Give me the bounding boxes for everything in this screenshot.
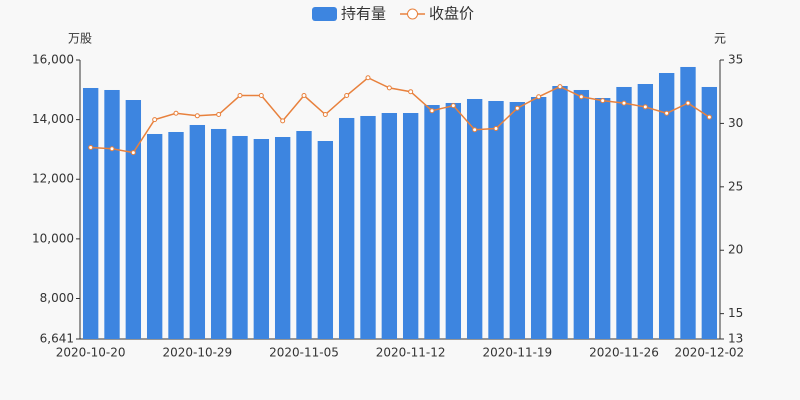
legend: 持有量 收盘价 <box>312 5 474 23</box>
y2-tick-label: 13 <box>728 332 743 346</box>
bar <box>210 128 227 339</box>
line-point <box>130 150 136 156</box>
bar <box>360 115 376 339</box>
line-point <box>322 112 328 118</box>
line-point <box>88 145 94 151</box>
line-point <box>600 98 606 104</box>
line-point <box>173 110 179 116</box>
bar <box>381 113 398 339</box>
line-point <box>301 93 307 99</box>
bar <box>82 87 99 339</box>
x-tick-label: 2020-11-12 <box>376 346 446 360</box>
bar <box>232 135 248 339</box>
x-tick-label: 2020-12-02 <box>674 346 744 360</box>
bar <box>146 133 163 339</box>
y-tick-label: 12,000 <box>32 172 74 186</box>
bar <box>680 66 696 340</box>
line-point <box>408 89 414 95</box>
line-point <box>642 104 648 110</box>
legend-label: 持有量 <box>341 5 386 23</box>
legend-swatch <box>312 7 337 21</box>
bar <box>466 98 483 339</box>
x-tick-label: 2020-10-29 <box>162 346 232 360</box>
bar <box>402 113 419 339</box>
x-tick-label: 2020-11-19 <box>482 346 552 360</box>
legend-label: 收盘价 <box>429 5 474 23</box>
line-point <box>557 84 563 90</box>
bar <box>317 140 334 339</box>
line-point <box>280 118 286 124</box>
line-point <box>152 117 158 123</box>
legend-marker <box>407 8 419 20</box>
legend-item: 收盘价 <box>400 5 474 23</box>
y2-tick-label: 35 <box>728 53 743 67</box>
y2-tick-label: 25 <box>728 179 743 193</box>
bar <box>424 105 440 339</box>
line-point <box>429 108 435 114</box>
y2-tick-label: 30 <box>728 116 743 130</box>
y2-tick-label: 20 <box>728 243 743 257</box>
bar <box>445 102 462 340</box>
legend-item: 持有量 <box>312 5 386 23</box>
bar <box>253 138 270 339</box>
y-tick-label: 10,000 <box>32 231 74 245</box>
line-point <box>685 100 691 106</box>
y-tick-label: 8,000 <box>40 291 74 305</box>
line-point <box>386 85 392 91</box>
line-point <box>706 114 712 120</box>
bar <box>616 86 632 339</box>
line-point <box>450 103 456 109</box>
line-point <box>514 105 520 111</box>
line-point <box>109 146 115 152</box>
x-tick-label: 2020-10-20 <box>56 346 126 360</box>
line <box>90 76 710 154</box>
y2-tick-label: 15 <box>728 306 743 320</box>
bar <box>701 86 718 339</box>
line-point <box>578 94 584 100</box>
line-point <box>621 100 627 106</box>
line-point <box>258 93 264 99</box>
bar <box>296 131 312 339</box>
y-axis-unit: 万股 <box>68 32 92 46</box>
y-tick-label: 6,641 <box>40 332 74 346</box>
bar <box>552 85 568 339</box>
line-point <box>237 93 243 99</box>
bar <box>573 89 590 339</box>
bar <box>488 100 504 339</box>
line-point <box>216 112 222 118</box>
bar <box>658 72 675 339</box>
bar <box>637 83 654 339</box>
bar <box>594 98 611 339</box>
bar <box>168 131 184 339</box>
line-point <box>344 93 350 99</box>
y2-axis-unit: 元 <box>714 32 726 46</box>
bar <box>104 89 120 339</box>
line-point <box>536 94 542 100</box>
y-tick-label: 16,000 <box>32 53 74 67</box>
bar <box>189 124 206 340</box>
y-tick-label: 14,000 <box>32 112 74 126</box>
bar <box>338 117 355 340</box>
line-point <box>664 110 670 116</box>
bar <box>274 137 291 339</box>
bar <box>530 96 547 339</box>
line-point <box>472 127 478 133</box>
bar <box>509 102 526 339</box>
x-tick-label: 2020-11-05 <box>269 346 339 360</box>
line-point <box>493 125 499 131</box>
line-point <box>365 75 371 81</box>
bar <box>125 100 142 339</box>
x-tick-label: 2020-11-26 <box>589 346 659 360</box>
line-point <box>194 113 200 119</box>
